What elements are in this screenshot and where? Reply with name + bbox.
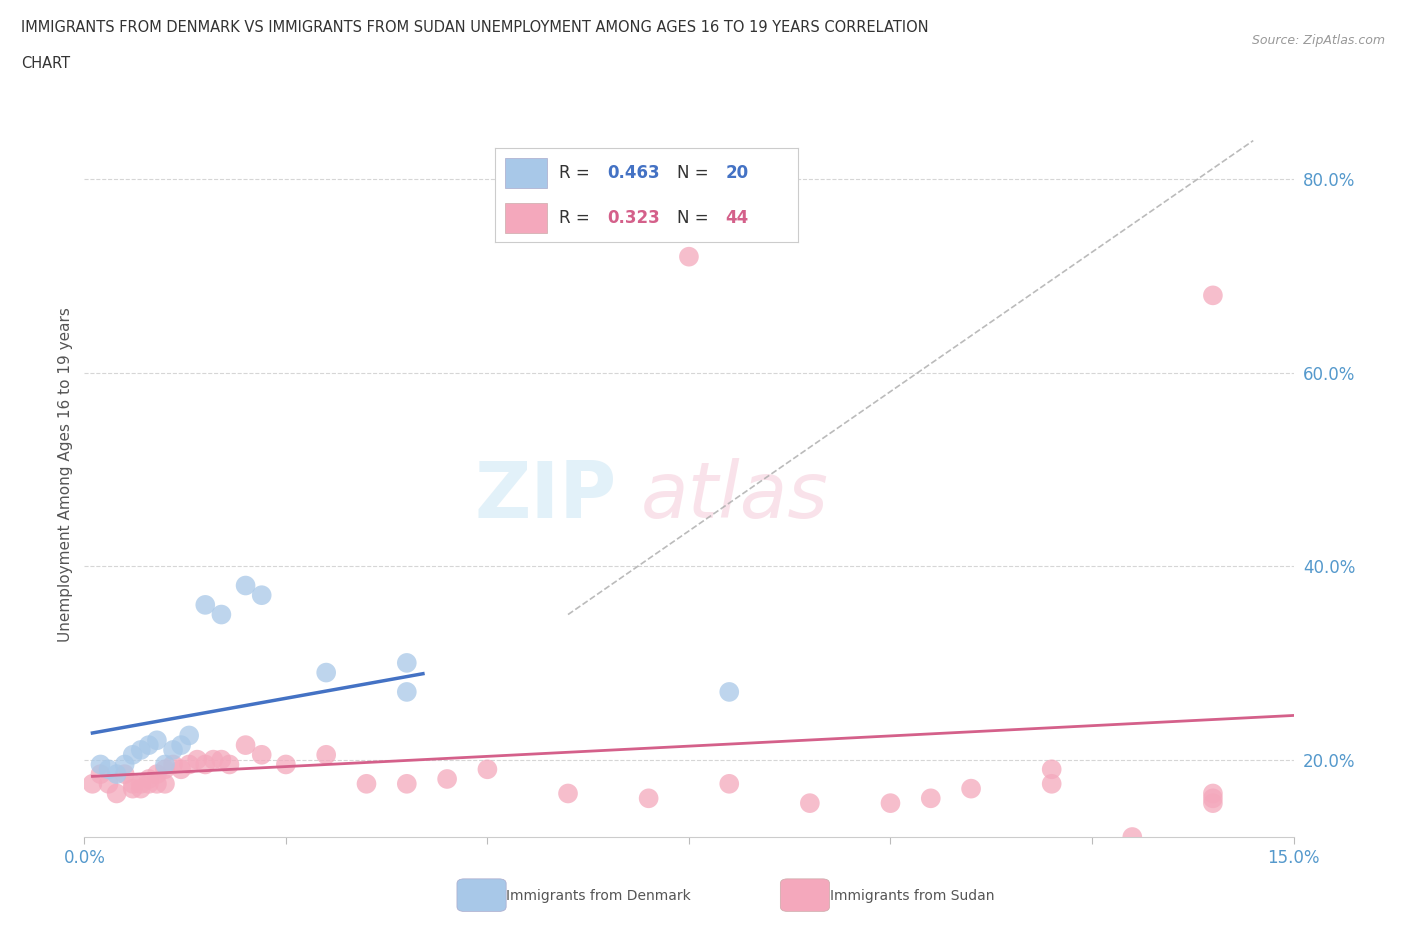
Bar (505, 203, 547, 232)
Point (235, 737, 257, 752)
Point (1121, 830, 1143, 844)
Point (1202, 288, 1225, 303)
Text: N =: N = (676, 165, 714, 182)
Point (129, 781, 152, 796)
Point (138, 777, 160, 791)
Point (89, 766, 111, 781)
Point (250, 588, 273, 603)
Point (799, 796, 821, 811)
Point (960, 781, 983, 796)
Point (395, 684, 418, 699)
Point (315, 665, 337, 680)
Text: IMMIGRANTS FROM DENMARK VS IMMIGRANTS FROM SUDAN UNEMPLOYMENT AMONG AGES 16 TO 1: IMMIGRANTS FROM DENMARK VS IMMIGRANTS FR… (21, 20, 929, 35)
Text: R =: R = (560, 208, 595, 227)
Point (82, 777, 104, 791)
Text: 0.323: 0.323 (607, 208, 659, 227)
Point (718, 777, 741, 791)
Text: N =: N = (676, 208, 714, 227)
Point (114, 766, 136, 781)
Point (105, 786, 128, 801)
Point (146, 766, 169, 781)
Text: Source: ZipAtlas.com: Source: ZipAtlas.com (1251, 34, 1385, 47)
Point (121, 777, 143, 791)
Point (202, 752, 225, 767)
Point (250, 748, 273, 763)
Point (235, 578, 257, 593)
Point (1040, 762, 1063, 777)
Point (105, 766, 128, 781)
Point (162, 742, 184, 757)
Text: R =: R = (560, 165, 595, 182)
Point (436, 772, 458, 787)
Point (179, 728, 201, 743)
Point (920, 790, 942, 805)
Point (209, 607, 232, 622)
Point (179, 757, 201, 772)
Point (718, 684, 741, 699)
Point (170, 762, 193, 777)
Text: Immigrants from Sudan: Immigrants from Sudan (830, 888, 994, 903)
Y-axis label: Unemployment Among Ages 16 to 19 years: Unemployment Among Ages 16 to 19 years (58, 307, 73, 642)
Point (315, 748, 337, 763)
Point (153, 777, 176, 791)
Point (97, 777, 120, 791)
Point (356, 777, 378, 791)
Point (395, 656, 418, 671)
Point (637, 790, 659, 805)
Point (1202, 786, 1225, 801)
Point (138, 737, 160, 752)
Text: Immigrants from Denmark: Immigrants from Denmark (506, 888, 690, 903)
Text: 44: 44 (725, 208, 748, 227)
Point (1202, 796, 1225, 811)
Point (153, 762, 176, 777)
Point (678, 249, 700, 264)
Point (138, 772, 160, 787)
Bar (505, 158, 547, 189)
Point (274, 757, 297, 772)
Text: 20: 20 (725, 165, 748, 182)
Point (121, 781, 143, 796)
Point (218, 757, 240, 772)
Point (153, 757, 176, 772)
Text: 0.463: 0.463 (607, 165, 659, 182)
Point (162, 757, 184, 772)
Point (557, 786, 579, 801)
Point (121, 748, 143, 763)
Text: CHART: CHART (21, 56, 70, 71)
Point (129, 742, 152, 757)
Point (395, 777, 418, 791)
Point (146, 733, 169, 748)
Point (186, 752, 208, 767)
Point (170, 737, 193, 752)
Point (1040, 777, 1063, 791)
Point (89, 757, 111, 772)
Point (194, 757, 217, 772)
Point (477, 762, 499, 777)
Point (879, 796, 901, 811)
Point (97, 762, 120, 777)
Point (114, 757, 136, 772)
Point (146, 777, 169, 791)
Text: ZIP: ZIP (474, 458, 616, 534)
Point (209, 752, 232, 767)
Point (194, 597, 217, 612)
Text: atlas: atlas (641, 458, 828, 534)
Point (129, 777, 152, 791)
Point (1202, 790, 1225, 805)
